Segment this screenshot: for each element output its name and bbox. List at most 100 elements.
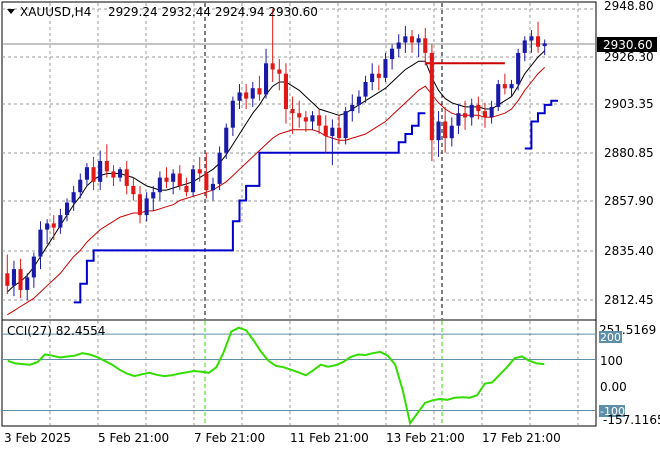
candle-body [151, 192, 156, 199]
grid [2, 3, 596, 425]
candle-body [264, 63, 269, 95]
candle-body [476, 104, 481, 112]
cci-polyline [7, 326, 545, 426]
candle-body [137, 194, 142, 216]
candle-body [542, 43, 547, 47]
candle-body [310, 115, 315, 122]
current-price-label: 2930.60 [603, 38, 653, 52]
price-tick: 2835.40 [604, 244, 654, 258]
candle-body [98, 161, 103, 182]
time-label: 13 Feb 21:00 [386, 431, 465, 445]
candle-body [118, 169, 123, 178]
price-tick: 2926.30 [604, 50, 654, 64]
candle-body [383, 59, 388, 78]
candle-body [18, 269, 23, 290]
cci-min-label: -157.1165 [603, 413, 660, 427]
time-label: 5 Feb 21:00 [98, 431, 169, 445]
candle-body [45, 223, 50, 230]
candle-body [337, 127, 342, 139]
candle-body [250, 88, 255, 99]
candle-body [25, 277, 30, 290]
price-tick: 2948.80 [604, 0, 654, 13]
candle-body [65, 202, 70, 216]
candle-body [58, 215, 63, 228]
time-label: 17 Feb 21:00 [482, 431, 561, 445]
candle-body [303, 117, 308, 122]
candle-body [204, 173, 209, 191]
candle-body [124, 169, 129, 186]
candle-body [522, 40, 527, 53]
candle-body [111, 171, 116, 178]
cci-level-0: 0.00 [600, 380, 627, 394]
cci-level-tag-minus100 [599, 405, 625, 417]
cci-level-minus100: -100 [600, 405, 625, 418]
candle-body [84, 167, 89, 180]
candle-body [104, 161, 109, 172]
candle-body [237, 92, 242, 101]
candle-body [509, 84, 514, 89]
candle-body [469, 104, 474, 118]
candle-body [376, 73, 381, 78]
candle-body [343, 111, 348, 139]
candle-body [403, 36, 408, 43]
candle-body [330, 127, 335, 136]
candle-body [489, 106, 494, 118]
candle-body [191, 169, 196, 193]
candle-body [463, 113, 468, 118]
candle-body [277, 69, 282, 74]
candle-body [429, 52, 434, 141]
time-label: 3 Feb 2025 [4, 431, 71, 445]
main-chart-frame [1, 1, 597, 321]
candle-body [230, 100, 235, 128]
candle-body [363, 82, 368, 97]
candle-body [443, 121, 448, 139]
ohlc-values: 2929.24 2932.44 2924.94 2930.60 [108, 5, 318, 19]
candle-body [210, 183, 215, 191]
candle-body [197, 169, 202, 174]
candle-body [51, 223, 56, 228]
candle-body [224, 127, 229, 153]
candle-body [436, 121, 441, 141]
time-label: 7 Feb 21:00 [194, 431, 265, 445]
price-tick: 2857.90 [604, 194, 654, 208]
price-tick: 2880.85 [604, 146, 654, 160]
candle-body [423, 38, 428, 53]
candle-body [71, 192, 76, 203]
candle-body [416, 38, 421, 43]
candle-body [78, 179, 83, 193]
candle-body [38, 229, 43, 257]
cci-level-tag-200 [599, 331, 622, 343]
stop-line [524, 99, 558, 150]
candle-body [164, 177, 169, 182]
candle-body [131, 185, 136, 195]
candle-body [217, 152, 222, 184]
candle-body [396, 42, 401, 49]
cci-level-100: 100 [600, 354, 623, 368]
candle-body [157, 177, 162, 193]
candle-body [482, 111, 487, 118]
candles [5, 9, 547, 301]
cci-level-200: 200 [600, 331, 621, 344]
candle-body [257, 88, 262, 95]
candle-body [350, 104, 355, 112]
candle-body [409, 36, 414, 43]
candle-body [529, 36, 534, 41]
candle-body [297, 113, 302, 118]
candle-body [390, 48, 395, 60]
candle-body [244, 92, 249, 99]
candle-body [496, 84, 501, 107]
candle-body [456, 113, 461, 126]
candle-body [91, 167, 96, 182]
triangle-down-icon[interactable] [7, 9, 15, 14]
candle-body [283, 73, 288, 109]
price-tick: 2903.35 [604, 97, 654, 111]
cci-label: CCI(27) 82.4554 [7, 324, 105, 338]
symbol-timeframe: XAUUSD,H4 [20, 5, 91, 19]
candle-body [536, 36, 541, 47]
candle-body [323, 125, 328, 137]
candle-body [516, 52, 521, 85]
candle-body [5, 273, 10, 286]
slow-ma-line [7, 67, 546, 316]
